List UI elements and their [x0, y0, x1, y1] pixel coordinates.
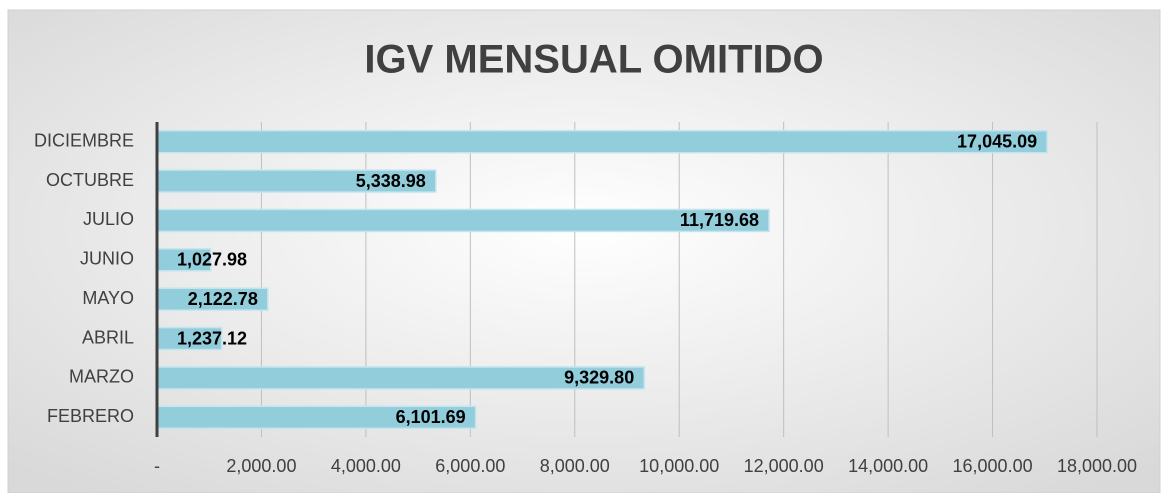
chart-title: IGV MENSUAL OMITIDO — [364, 38, 823, 82]
data-label: 1,027.98 — [177, 250, 247, 270]
x-tick-label: 2,000.00 — [226, 456, 296, 476]
bar — [156, 129, 1048, 154]
data-label: 2,122.78 — [188, 289, 258, 309]
y-tick-label: ABRIL — [82, 327, 134, 347]
data-label: 6,101.69 — [396, 407, 466, 427]
x-tick-label: 4,000.00 — [331, 456, 401, 476]
data-label: 17,045.09 — [957, 131, 1037, 151]
x-tick-label: 12,000.00 — [744, 456, 824, 476]
y-tick-label: DICIEMBRE — [34, 130, 134, 150]
x-tick-label: 16,000.00 — [953, 456, 1033, 476]
x-tick-label: 18,000.00 — [1057, 456, 1137, 476]
data-label: 9,329.80 — [564, 368, 634, 388]
y-tick-label: MARZO — [69, 367, 134, 387]
y-tick-label: FEBRERO — [47, 406, 134, 426]
data-label: 1,237.12 — [177, 328, 247, 348]
y-tick-label: JULIO — [83, 209, 134, 229]
x-tick-label: 14,000.00 — [848, 456, 928, 476]
x-tick-label: 6,000.00 — [435, 456, 505, 476]
data-label: 5,338.98 — [356, 171, 426, 191]
data-label: 11,719.68 — [680, 210, 759, 230]
y-tick-label: JUNIO — [80, 249, 134, 269]
y-tick-label: MAYO — [82, 288, 134, 308]
x-tick-label: 10,000.00 — [639, 456, 719, 476]
bar — [156, 208, 770, 233]
x-tick-label: 8,000.00 — [540, 456, 610, 476]
y-tick-label: OCTUBRE — [46, 170, 134, 190]
x-tick-label: - — [154, 456, 160, 476]
